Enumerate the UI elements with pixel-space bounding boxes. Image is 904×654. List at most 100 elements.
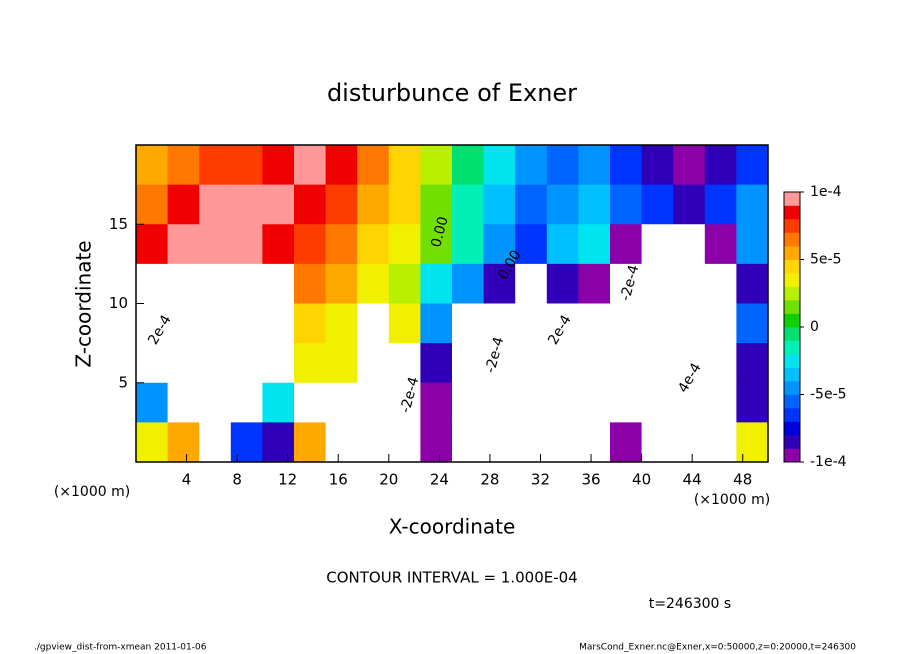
heat-cell <box>294 422 327 463</box>
heat-cell <box>357 343 390 384</box>
heat-cell <box>357 184 390 225</box>
x-tick-label: 28 <box>480 471 499 489</box>
heat-cell <box>388 145 421 186</box>
heat-cell <box>167 184 200 225</box>
heat-cell <box>546 184 579 225</box>
heat-cell <box>673 224 706 265</box>
heat-cell <box>420 224 453 265</box>
heat-cell <box>357 224 390 265</box>
heat-cell <box>641 184 674 225</box>
heat-cell <box>325 422 358 463</box>
heat-cell <box>452 224 485 265</box>
heat-cell <box>673 184 706 225</box>
heat-cell <box>388 184 421 225</box>
heat-cell <box>515 224 548 265</box>
heat-cell <box>262 184 295 225</box>
heat-cell <box>388 422 421 463</box>
heat-cell <box>736 145 769 186</box>
colorbar-cell <box>784 232 800 247</box>
heat-cell <box>515 145 548 186</box>
heat-cell <box>452 303 485 344</box>
heat-cell <box>262 422 295 463</box>
heat-cell <box>420 145 453 186</box>
heat-cell <box>483 422 516 463</box>
heat-cell <box>736 184 769 225</box>
heat-cell <box>483 382 516 423</box>
colorbar-cell <box>784 192 800 206</box>
heat-cell <box>673 382 706 423</box>
heat-cell <box>546 343 579 384</box>
heat-cell <box>357 422 390 463</box>
heat-cell <box>136 184 169 225</box>
heat-cell <box>294 224 327 265</box>
heat-cell <box>578 343 611 384</box>
heat-cell <box>483 224 516 265</box>
heat-cell <box>199 145 232 186</box>
heat-cell <box>420 263 453 304</box>
colorbar-cell <box>784 394 800 409</box>
heat-cell <box>704 303 737 344</box>
colorbar-cell <box>784 327 800 341</box>
heat-cell <box>610 422 643 463</box>
heat-cell <box>420 303 453 344</box>
heat-cell <box>294 382 327 423</box>
heat-cell <box>388 263 421 304</box>
heat-cell <box>704 422 737 463</box>
heat-cell <box>325 263 358 304</box>
x-tick-label: 4 <box>182 471 192 489</box>
heat-cell <box>641 422 674 463</box>
heat-cell <box>325 224 358 265</box>
chart-title: disturbunce of Exner <box>327 79 577 107</box>
heat-cell <box>515 382 548 423</box>
heat-cell <box>230 184 263 225</box>
heat-cell <box>230 382 263 423</box>
heat-cell <box>704 184 737 225</box>
heat-cell <box>167 382 200 423</box>
colorbar-cell <box>784 259 800 274</box>
heat-cell <box>736 422 769 463</box>
heat-cell <box>483 303 516 344</box>
heat-cell <box>262 224 295 265</box>
y-tick-label: 10 <box>109 294 128 312</box>
heat-cell <box>610 145 643 186</box>
heat-cell <box>294 184 327 225</box>
heat-cell <box>262 263 295 304</box>
x-tick-label: 12 <box>278 471 297 489</box>
heat-cell <box>736 303 769 344</box>
heat-cell <box>483 343 516 384</box>
heat-cell <box>167 224 200 265</box>
heat-cell <box>673 303 706 344</box>
colorbar-cell <box>784 300 800 314</box>
heat-cell <box>167 303 200 344</box>
heat-cell <box>610 303 643 344</box>
heat-cell <box>230 263 263 304</box>
heat-cell <box>704 382 737 423</box>
heat-cell <box>578 303 611 344</box>
heat-cell <box>736 343 769 384</box>
contour-label: 0.00 <box>428 215 452 249</box>
heat-cell <box>641 343 674 384</box>
heat-cell <box>515 184 548 225</box>
heat-cell <box>641 263 674 304</box>
heat-cell <box>515 303 548 344</box>
heat-cell <box>641 382 674 423</box>
colorbar-cell <box>784 367 800 382</box>
heat-cell <box>673 343 706 384</box>
heat-cell <box>262 303 295 344</box>
colorbar-cell <box>784 354 800 368</box>
heat-cell <box>610 224 643 265</box>
y-axis-label: Z-coordinate <box>72 240 96 367</box>
heat-cell <box>578 382 611 423</box>
heat-cell <box>452 382 485 423</box>
heat-cell <box>704 145 737 186</box>
x-tick-label: 44 <box>683 471 702 489</box>
heat-cell <box>262 382 295 423</box>
heat-cell <box>199 343 232 384</box>
heat-cell <box>388 224 421 265</box>
y-tick-label: 15 <box>109 215 128 233</box>
heat-cell <box>325 184 358 225</box>
heat-cell <box>515 343 548 384</box>
x-tick-label: 20 <box>379 471 398 489</box>
heat-cell <box>452 263 485 304</box>
